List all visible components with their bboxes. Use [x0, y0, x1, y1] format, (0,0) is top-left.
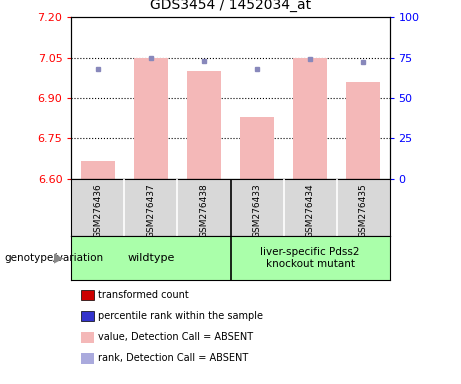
Text: percentile rank within the sample: percentile rank within the sample: [98, 311, 263, 321]
Text: GSM276436: GSM276436: [94, 183, 102, 238]
Text: GSM276433: GSM276433: [253, 183, 261, 238]
Bar: [81, 161, 115, 179]
Text: GSM276434: GSM276434: [306, 183, 314, 238]
Text: liver-specific Pdss2
knockout mutant: liver-specific Pdss2 knockout mutant: [260, 247, 360, 269]
Text: GSM276435: GSM276435: [359, 183, 367, 238]
Text: ▶: ▶: [53, 252, 63, 265]
Text: wildtype: wildtype: [127, 253, 175, 263]
Bar: [240, 117, 274, 179]
Text: transformed count: transformed count: [98, 290, 189, 300]
Text: GDS3454 / 1452034_at: GDS3454 / 1452034_at: [150, 0, 311, 12]
Text: value, Detection Call = ABSENT: value, Detection Call = ABSENT: [98, 332, 253, 342]
Text: GSM276438: GSM276438: [200, 183, 208, 238]
Bar: [134, 58, 168, 179]
Text: GSM276437: GSM276437: [147, 183, 155, 238]
Text: rank, Detection Call = ABSENT: rank, Detection Call = ABSENT: [98, 353, 248, 363]
Text: genotype/variation: genotype/variation: [5, 253, 104, 263]
Bar: [293, 58, 327, 179]
Bar: [346, 82, 380, 179]
Bar: [187, 71, 221, 179]
